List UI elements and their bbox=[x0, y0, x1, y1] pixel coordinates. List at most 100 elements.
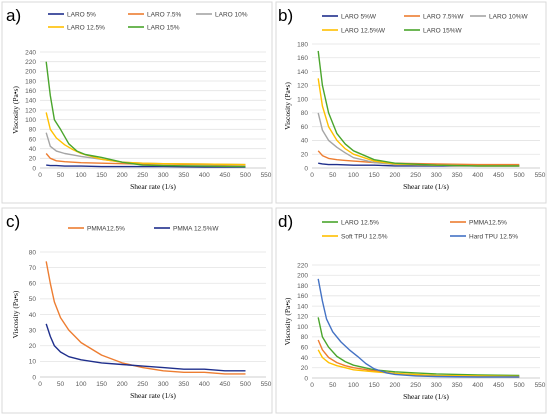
panel-a-ytick-label: 80 bbox=[29, 127, 37, 134]
panel-b-xtick-label: 150 bbox=[369, 172, 380, 179]
panel-b-ytick-label: 160 bbox=[297, 55, 308, 62]
panel-a-ytick-label: 40 bbox=[29, 146, 37, 153]
panel-d-y-axis-title: Viscosity (Pa•s) bbox=[283, 297, 292, 345]
panel-c-ytick-label: 30 bbox=[29, 327, 37, 334]
panel-c-xtick-label: 500 bbox=[240, 381, 251, 388]
panel-c-xtick-label: 550 bbox=[261, 381, 272, 388]
panel-a-xtick-label: 400 bbox=[199, 172, 210, 179]
panel-a-ytick-label: 240 bbox=[25, 49, 36, 56]
panel-a-x-axis-title: Shear rate (1/s) bbox=[130, 182, 176, 191]
panel-d-ytick-label: 120 bbox=[297, 314, 308, 321]
panel-b-xtick-label: 0 bbox=[310, 172, 314, 179]
panel-d-legend-label: Hard TPU 12.5% bbox=[469, 233, 518, 240]
panel-c-ytick-label: 60 bbox=[29, 281, 37, 288]
panel-c-x-axis-title: Shear rate (1/s) bbox=[130, 391, 176, 400]
panel-a-ytick-label: 220 bbox=[25, 59, 36, 66]
panel-b-series-line bbox=[317, 150, 520, 166]
panel-b-label: b) bbox=[278, 6, 294, 25]
panel-b-legend-label: LARO 12.5%W bbox=[341, 27, 386, 34]
panel-b-legend-label: LARO 15%W bbox=[423, 27, 463, 34]
panel-d-xtick-label: 150 bbox=[369, 382, 380, 389]
panel-a-series-line bbox=[45, 112, 246, 166]
panel-d-ytick-label: 20 bbox=[301, 365, 309, 372]
panel-a-ytick-label: 0 bbox=[32, 165, 36, 172]
panel-a-legend-label: LARO 5% bbox=[67, 11, 96, 18]
panel-c-xtick-label: 300 bbox=[158, 381, 169, 388]
panel-b-legend-label: LARO 10%W bbox=[489, 13, 529, 20]
panel-b-xtick-label: 300 bbox=[431, 172, 442, 179]
panel-a-ytick-label: 100 bbox=[25, 117, 36, 124]
panel-d-x-axis-title: Shear rate (1/s) bbox=[403, 392, 449, 401]
panel-b-legend-label: LARO 7.5%W bbox=[423, 13, 464, 20]
panel-b-ytick-label: 80 bbox=[301, 110, 309, 117]
panel-a-legend-label: LARO 7.5% bbox=[147, 11, 182, 18]
panel-d-ytick-label: 180 bbox=[297, 283, 308, 290]
panel-d-xtick-label: 450 bbox=[493, 382, 504, 389]
panel-c-xtick-label: 450 bbox=[219, 381, 230, 388]
panel-b-x-axis-title: Shear rate (1/s) bbox=[403, 182, 449, 191]
panel-a-ytick-label: 160 bbox=[25, 88, 36, 95]
panel-c-ytick-label: 20 bbox=[29, 343, 37, 350]
panel-d-ytick-label: 200 bbox=[297, 273, 308, 280]
panel-b-ytick-label: 120 bbox=[297, 83, 308, 90]
panel-b-series-line bbox=[317, 50, 520, 167]
panel-b-xtick-label: 450 bbox=[493, 172, 504, 179]
panel-b-xtick-label: 100 bbox=[348, 172, 359, 179]
panel-c-xtick-label: 200 bbox=[117, 381, 128, 388]
panel-a-xtick-label: 50 bbox=[57, 172, 65, 179]
panel-c-xtick-label: 0 bbox=[38, 381, 42, 388]
panel-a-xtick-label: 450 bbox=[219, 172, 230, 179]
panel-d-ytick-label: 40 bbox=[301, 355, 309, 362]
panel-d-xtick-label: 0 bbox=[310, 382, 314, 389]
panel-b-legend-label: LARO 5%W bbox=[341, 13, 377, 20]
panel-d-xtick-label: 250 bbox=[410, 382, 421, 389]
panel-b-ytick-label: 100 bbox=[297, 96, 308, 103]
panel-b-ytick-label: 60 bbox=[301, 124, 309, 131]
panel-d-xtick-label: 300 bbox=[431, 382, 442, 389]
panel-b-xtick-label: 350 bbox=[452, 172, 463, 179]
panel-a-xtick-label: 200 bbox=[117, 172, 128, 179]
panel-a-ytick-label: 200 bbox=[25, 69, 36, 76]
panel-b-xtick-label: 200 bbox=[389, 172, 400, 179]
panel-d-ytick-label: 220 bbox=[297, 262, 308, 269]
panel-d-frame bbox=[275, 207, 547, 414]
panel-c-ytick-label: 80 bbox=[29, 249, 37, 256]
panel-d-legend-label: LARO 12.5% bbox=[341, 219, 379, 226]
panel-d-xtick-label: 350 bbox=[452, 382, 463, 389]
panel-a-xtick-label: 350 bbox=[178, 172, 189, 179]
panel-b-xtick-label: 500 bbox=[514, 172, 525, 179]
panel-a-legend-label: LARO 15% bbox=[147, 24, 180, 31]
panel-a-frame bbox=[1, 1, 273, 204]
panel-b-ytick-label: 40 bbox=[301, 138, 309, 145]
panel-a-legend-label: LARO 10% bbox=[215, 11, 248, 18]
panel-d-ytick-label: 0 bbox=[304, 375, 308, 382]
panel-a-ytick-label: 120 bbox=[25, 107, 36, 114]
panel-b-xtick-label: 250 bbox=[410, 172, 421, 179]
panel-c-xtick-label: 100 bbox=[76, 381, 87, 388]
panel-c-ytick-label: 50 bbox=[29, 296, 37, 303]
panel-c-xtick-label: 50 bbox=[57, 381, 65, 388]
panel-c-label: c) bbox=[6, 212, 21, 231]
panel-c-xtick-label: 400 bbox=[199, 381, 210, 388]
panel-c-series-line bbox=[45, 261, 246, 375]
panel-c-xtick-label: 250 bbox=[137, 381, 148, 388]
panel-a-xtick-label: 500 bbox=[240, 172, 251, 179]
panel-d-ytick-label: 80 bbox=[301, 334, 309, 341]
panel-c-xtick-label: 350 bbox=[178, 381, 189, 388]
panel-d-series-line bbox=[317, 278, 520, 378]
panel-d-xtick-label: 100 bbox=[348, 382, 359, 389]
panel-d-series-line bbox=[317, 317, 520, 377]
panel-a-ytick-label: 60 bbox=[29, 136, 37, 143]
panel-b-ytick-label: 140 bbox=[297, 69, 308, 76]
panel-d-legend-label: PMMA12.5% bbox=[469, 219, 507, 226]
panel-d-xtick-label: 550 bbox=[535, 382, 546, 389]
panel-c-legend-label: PMMA12.5% bbox=[87, 225, 125, 232]
panel-b-xtick-label: 400 bbox=[472, 172, 483, 179]
panel-a-xtick-label: 0 bbox=[38, 172, 42, 179]
panel-c-ytick-label: 40 bbox=[29, 312, 37, 319]
panel-b-ytick-label: 180 bbox=[297, 41, 308, 48]
panel-a-ytick-label: 20 bbox=[29, 156, 37, 163]
panel-d-xtick-label: 500 bbox=[514, 382, 525, 389]
panel-d-ytick-label: 160 bbox=[297, 293, 308, 300]
panel-a-y-axis-title: Viscosity (Pa•s) bbox=[11, 86, 20, 134]
